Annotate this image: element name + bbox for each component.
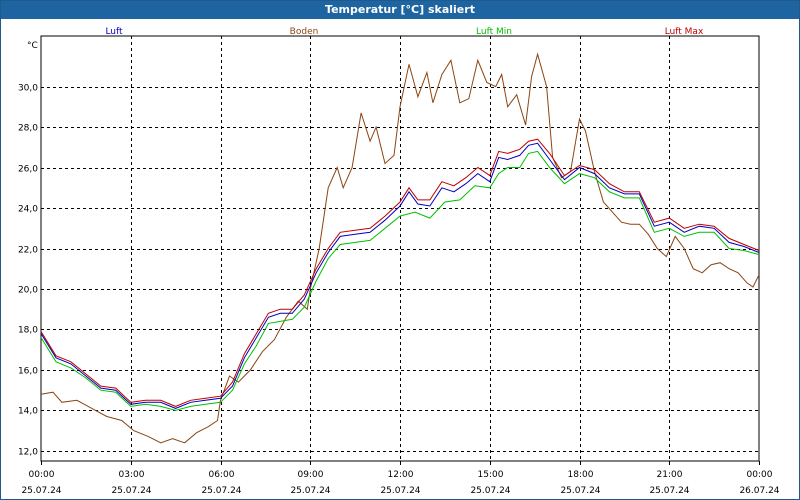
series-line-luft-min (40, 150, 760, 411)
x-tick-date-label: 25.07.24 (201, 486, 241, 496)
x-tick-date-label: 25.07.24 (470, 486, 510, 496)
y-axis-ticks: 12,0 14,0 16,0 18,0 20,0 22,0 24,0 26,0 28,0 30,0 (18, 84, 38, 458)
y-tick-label: 26,0 (18, 165, 38, 175)
y-tick-label: 12,0 (18, 448, 38, 458)
series-line-luft (40, 142, 760, 409)
x-tick-date-label: 25.07.24 (290, 486, 330, 496)
y-tick-label: 18,0 (18, 326, 38, 336)
legend-entry: Luft Min (476, 27, 512, 37)
series-line-luft-max (40, 138, 760, 407)
x-tick-time-label: 21:00 (657, 470, 683, 480)
x-tick-time-label: 12:00 (388, 470, 414, 480)
x-tick-time-label: 09:00 (298, 470, 324, 480)
x-tick-date-label: 25.07.24 (111, 486, 151, 496)
y-tick-label: 24,0 (18, 205, 38, 215)
legend-entry: Luft Max (665, 27, 704, 37)
y-tick-label: 16,0 (18, 367, 38, 377)
y-tick-label: 28,0 (18, 124, 38, 134)
series-line-boden (40, 52, 760, 444)
y-tick-label: 14,0 (18, 407, 38, 417)
x-tick-time-label: 06:00 (209, 470, 235, 480)
x-tick-time-label: 03:00 (119, 470, 145, 480)
legend-entry: Luft (105, 27, 123, 37)
legend-entry: Boden (290, 27, 319, 37)
x-tick-time-label: 18:00 (568, 470, 594, 480)
series-lines (40, 52, 760, 444)
grid (41, 36, 759, 461)
legend: Luft Boden Luft Min Luft Max (105, 27, 704, 37)
x-tick-date-label: 25.07.24 (560, 486, 600, 496)
x-tick-date-label: 26.07.24 (739, 486, 779, 496)
y-tick-label: 22,0 (18, 246, 38, 256)
y-tick-label: 30,0 (18, 84, 38, 94)
window-title: Temperatur [°C] skaliert (1, 1, 799, 19)
x-tick-date-label: 25.07.24 (649, 486, 689, 496)
x-tick-date-label: 25.07.24 (21, 486, 61, 496)
y-tick-label: 20,0 (18, 286, 38, 296)
y-axis-label: °C (27, 41, 38, 51)
x-tick-time-label: 00:00 (747, 470, 773, 480)
x-axis-ticks: 00:00 25.07.24 03:00 25.07.24 06:00 25.07.24 0… (21, 470, 779, 496)
x-tick-date-label: 25.07.24 (380, 486, 420, 496)
axes (40, 35, 760, 465)
x-tick-time-label: 15:00 (478, 470, 504, 480)
x-tick-time-label: 00:00 (29, 470, 55, 480)
